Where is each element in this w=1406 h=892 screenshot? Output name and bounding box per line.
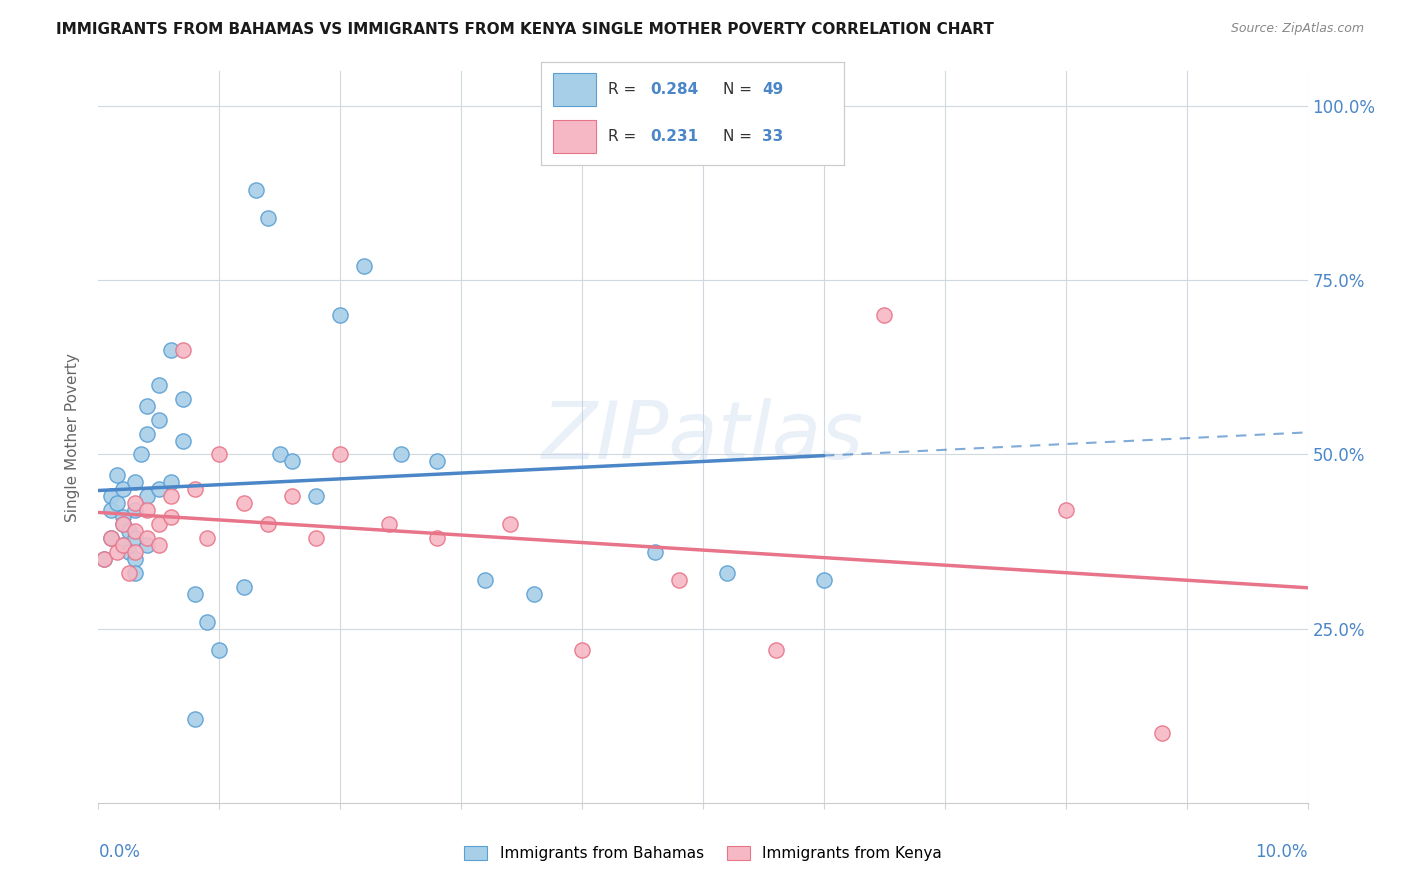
Point [148, 517, 170, 532]
Point [184, 483, 207, 497]
Point [111, 538, 134, 552]
Point [329, 308, 352, 322]
Text: 33: 33 [762, 128, 783, 144]
Point [426, 531, 449, 545]
Point [111, 483, 134, 497]
Point [474, 573, 496, 587]
Point [195, 615, 218, 629]
Text: 49: 49 [762, 81, 783, 96]
Point [571, 120, 593, 134]
Point [135, 426, 157, 441]
Point [498, 517, 520, 532]
Text: R =: R = [607, 81, 641, 96]
Point [232, 496, 254, 510]
Point [100, 531, 122, 545]
Point [256, 211, 278, 225]
Point [105, 468, 128, 483]
Point [716, 566, 738, 580]
Text: IMMIGRANTS FROM BAHAMAS VS IMMIGRANTS FROM KENYA SINGLE MOTHER POVERTY CORRELATI: IMMIGRANTS FROM BAHAMAS VS IMMIGRANTS FR… [56, 22, 994, 37]
Point [135, 503, 157, 517]
Point [124, 566, 146, 580]
Point [389, 448, 412, 462]
Point [172, 434, 194, 448]
Point [160, 510, 183, 524]
Point [105, 545, 128, 559]
Point [523, 587, 546, 601]
Point [124, 545, 146, 559]
Point [305, 489, 328, 503]
Point [124, 496, 146, 510]
Point [124, 531, 146, 545]
Text: N =: N = [723, 128, 756, 144]
Point [668, 573, 690, 587]
Point [124, 524, 146, 538]
Point [245, 183, 267, 197]
Point [111, 517, 134, 532]
Point [353, 260, 375, 274]
Text: Source: ZipAtlas.com: Source: ZipAtlas.com [1230, 22, 1364, 36]
Point [1054, 503, 1077, 517]
Text: R =: R = [607, 128, 641, 144]
Point [195, 531, 218, 545]
Point [329, 448, 352, 462]
Point [208, 642, 231, 657]
Point [135, 538, 157, 552]
Point [232, 580, 254, 594]
Point [100, 489, 122, 503]
Point [208, 448, 231, 462]
Text: 10.0%: 10.0% [1256, 843, 1308, 861]
Point [148, 412, 170, 426]
Point [172, 392, 194, 406]
Point [184, 587, 207, 601]
Point [160, 475, 183, 490]
Text: 0.284: 0.284 [650, 81, 699, 96]
Point [129, 448, 152, 462]
Text: 0.0%: 0.0% [98, 843, 141, 861]
Point [160, 343, 183, 357]
Point [148, 483, 170, 497]
Y-axis label: Single Mother Poverty: Single Mother Poverty [65, 352, 80, 522]
Point [377, 517, 399, 532]
Point [281, 489, 304, 503]
Point [111, 517, 134, 532]
Point [111, 510, 134, 524]
Point [135, 489, 157, 503]
Point [160, 489, 183, 503]
Point [765, 642, 787, 657]
Point [644, 545, 666, 559]
Legend: Immigrants from Bahamas, Immigrants from Kenya: Immigrants from Bahamas, Immigrants from… [464, 846, 942, 861]
Text: 0.231: 0.231 [650, 128, 699, 144]
Point [269, 448, 291, 462]
Point [105, 496, 128, 510]
Point [135, 399, 157, 413]
Point [571, 642, 593, 657]
Point [184, 712, 207, 726]
Point [172, 343, 194, 357]
Point [873, 308, 896, 322]
Point [111, 538, 134, 552]
Point [124, 503, 146, 517]
Point [100, 503, 122, 517]
Point [135, 531, 157, 545]
Point [93, 552, 115, 566]
Point [118, 524, 141, 538]
Text: N =: N = [723, 81, 756, 96]
Point [813, 573, 835, 587]
FancyBboxPatch shape [554, 120, 596, 153]
Point [148, 377, 170, 392]
Point [118, 545, 141, 559]
Point [148, 538, 170, 552]
Point [426, 454, 449, 468]
Point [124, 475, 146, 490]
Point [305, 531, 328, 545]
Point [281, 454, 304, 468]
FancyBboxPatch shape [554, 73, 596, 105]
Point [93, 552, 115, 566]
Text: ZIPatlas: ZIPatlas [541, 398, 865, 476]
Point [100, 531, 122, 545]
Point [124, 552, 146, 566]
Point [118, 566, 141, 580]
Point [256, 517, 278, 532]
Point [1152, 726, 1174, 740]
